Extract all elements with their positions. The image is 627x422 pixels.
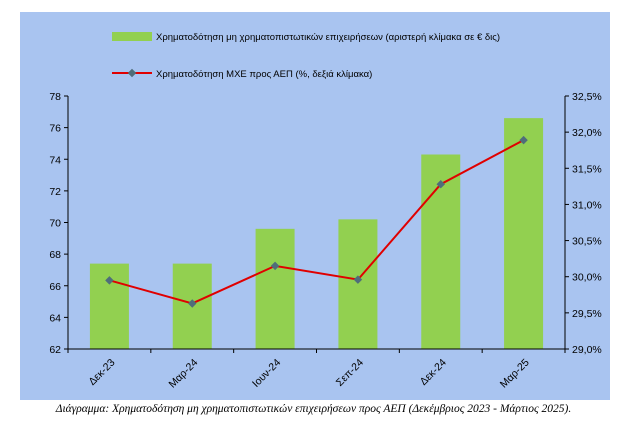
right-tick-label: 30,5% — [572, 236, 602, 248]
legend: Χρηματοδότηση μη χρηματοπιστωτικών επιχε… — [112, 32, 500, 80]
line-point-3 — [270, 261, 280, 271]
right-tick-label: 31,0% — [572, 199, 602, 211]
right-tick-label: 29,0% — [572, 344, 602, 356]
legend-bar-label: Χρηματοδότηση μη χρηματοπιστωτικών επιχε… — [156, 32, 500, 43]
right-tick-label: 32,0% — [572, 127, 602, 139]
series-line — [109, 139, 525, 305]
bar-4 — [338, 219, 378, 349]
left-tick-label: 62 — [49, 344, 61, 356]
right-tick-label: 31,5% — [572, 163, 602, 175]
right-tick-label: 29,5% — [572, 308, 602, 320]
legend-bar-swatch — [112, 32, 152, 41]
left-tick-label: 68 — [49, 249, 61, 261]
line-point-5 — [436, 179, 445, 189]
left-tick-label: 78 — [49, 91, 61, 103]
left-tick-label: 72 — [49, 186, 61, 198]
left-tick-label: 74 — [49, 154, 61, 166]
right-tick-label: 30,0% — [572, 272, 602, 284]
line-point-1 — [105, 276, 114, 285]
legend-line-marker — [127, 68, 137, 78]
bar-3 — [255, 228, 295, 349]
legend-line-label: Χρηματοδότηση ΜΧΕ προς ΑΕΠ (%, δεξιά κλί… — [156, 69, 372, 80]
right-tick-label: 32,5% — [572, 91, 602, 103]
chart-caption: Διάγραμμα: Χρηματοδότηση μη χρηματοπιστω… — [55, 403, 572, 415]
left-tick-label: 70 — [49, 218, 61, 230]
left-tick-label: 76 — [49, 123, 61, 135]
left-tick-label: 66 — [49, 281, 61, 293]
chart: Χρηματοδότηση μη χρηματοπιστωτικών επιχε… — [20, 12, 610, 400]
line-point-4 — [353, 275, 363, 284]
left-tick-label: 64 — [49, 312, 61, 324]
chart-svg: Χρηματοδότηση μη χρηματοπιστωτικών επιχε… — [20, 12, 610, 400]
bar-6 — [504, 118, 544, 349]
line-point-2 — [188, 299, 197, 308]
